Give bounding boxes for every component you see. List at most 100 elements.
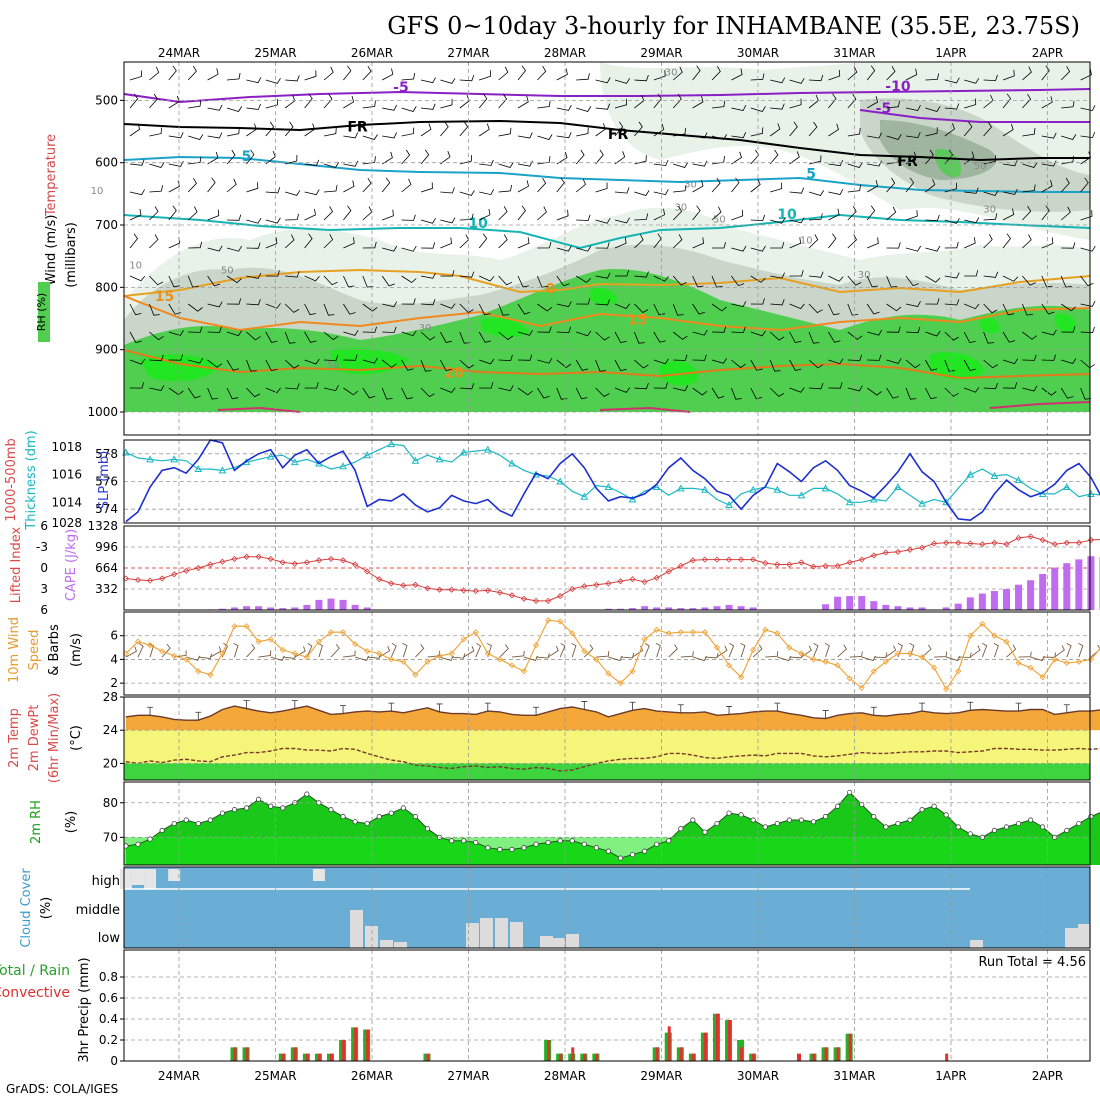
wind-speed-marker	[665, 630, 672, 637]
li-marker	[557, 592, 564, 600]
cape-bar	[1015, 584, 1023, 610]
thickness-marker	[725, 500, 733, 509]
wind-tick-label: 4	[110, 652, 118, 666]
wind-barb	[233, 642, 239, 658]
pressure-tick-label: 700	[95, 218, 118, 232]
panel-wind-bg	[124, 612, 1090, 695]
precip-convective-bar	[715, 1013, 719, 1061]
rh-legend-swatch	[38, 282, 50, 342]
precip-convective-bar	[797, 1053, 801, 1061]
panel-upper-air-frame	[123, 61, 1091, 436]
panel-precip-bg	[124, 950, 1090, 1061]
rh-marker	[750, 817, 756, 823]
li-marker	[713, 556, 721, 563]
wind-barb	[390, 642, 397, 658]
thickness-marker	[218, 466, 227, 474]
rh-marker	[183, 817, 189, 823]
wind-speed-marker	[460, 636, 467, 643]
cloud-level-label: high	[92, 874, 120, 889]
rh-marker	[774, 820, 780, 827]
cape-bar	[267, 607, 275, 610]
precip-convective-bar	[342, 1040, 346, 1061]
rh-marker	[545, 839, 551, 846]
precip-convective-bar	[848, 1033, 852, 1061]
wind-speed-marker	[750, 646, 757, 654]
cape-tick-label: 332	[95, 582, 118, 596]
wind-speed-marker	[943, 686, 950, 693]
wind-barb	[993, 642, 999, 658]
date-label-bottom: 24MAR	[158, 1069, 200, 1083]
rh-marker	[268, 803, 274, 809]
cape-bar	[351, 604, 359, 610]
isotherm-label: 5	[806, 166, 816, 182]
wind-barb	[716, 645, 728, 658]
cape-tick-label: 1328	[87, 519, 118, 533]
cape-bar	[858, 596, 866, 610]
wind-speed-marker	[134, 638, 142, 645]
precip-convective-bar	[329, 1053, 333, 1061]
cape-bar	[255, 606, 263, 610]
rh-marker	[304, 791, 310, 797]
thickness-marker	[194, 465, 203, 473]
rh-marker	[1003, 824, 1010, 830]
date-label-bottom: 1APR	[935, 1069, 966, 1083]
chart-title: GFS 0~10day 3-hourly for INHAMBANE (35.5…	[387, 12, 1080, 40]
wind-barb	[210, 646, 222, 658]
rh-marker	[605, 848, 611, 854]
li-marker	[750, 556, 757, 563]
li-marker	[303, 559, 310, 566]
li-marker	[243, 553, 250, 560]
isotherm-label: 10	[468, 216, 488, 232]
wind-barb	[451, 653, 466, 659]
thickness-marker	[146, 455, 154, 463]
rh-marker	[364, 820, 370, 827]
temperature-minmax-marker	[822, 710, 829, 719]
isotherm-25-segment	[217, 406, 301, 413]
thickness-marker	[387, 440, 396, 448]
temp-tick-label: 28	[103, 690, 118, 704]
cape-bar	[990, 591, 998, 610]
wind-barb	[1006, 644, 1017, 658]
li-marker	[979, 541, 986, 548]
cloud-low-bar	[365, 926, 378, 948]
precip-convective-bar	[233, 1047, 237, 1061]
cloud-low-bar	[1065, 928, 1078, 948]
pressure-tick-label: 1000	[87, 405, 118, 419]
thickness-marker	[821, 484, 830, 492]
rh-marker	[533, 841, 539, 847]
wind-barb	[258, 650, 272, 658]
cape-bar	[749, 607, 757, 610]
wind-speed-marker	[858, 684, 865, 691]
rh-contour-label: 50	[327, 360, 340, 371]
wind-barb	[1054, 645, 1065, 658]
temperature-minmax-marker	[147, 706, 154, 716]
precip-convective-bar	[305, 1053, 309, 1061]
temperature-area	[125, 706, 1100, 731]
li-marker	[774, 561, 781, 568]
precip-convective-bar	[559, 1053, 563, 1061]
rh-marker	[919, 807, 925, 813]
isotherm-label: FR	[608, 127, 629, 143]
cape-bar	[725, 604, 733, 610]
precip-tick-label: 0.4	[99, 1012, 118, 1026]
li-tick-label: 0	[40, 561, 48, 575]
panel-slp-frame	[123, 439, 1091, 524]
wind-barb	[486, 642, 492, 658]
temperature-minmax-marker	[1015, 702, 1022, 712]
temperature-minmax-marker	[195, 711, 202, 721]
wind-barb	[1030, 655, 1045, 662]
li-marker	[1039, 536, 1046, 544]
rh-marker	[147, 836, 153, 842]
isotherm-15	[123, 295, 1091, 332]
li-marker	[436, 586, 443, 593]
thickness-marker	[652, 482, 661, 491]
wind-speed-marker	[472, 629, 479, 636]
cape-bar	[737, 606, 745, 610]
li-marker	[955, 539, 962, 546]
date-label-top: 28MAR	[544, 46, 586, 60]
precip-convective-bar	[571, 1047, 575, 1061]
cape-bar	[243, 606, 251, 610]
wind-speed-marker	[1027, 664, 1034, 671]
date-label-top: 26MAR	[351, 46, 393, 60]
isotherm-10	[123, 213, 1091, 250]
